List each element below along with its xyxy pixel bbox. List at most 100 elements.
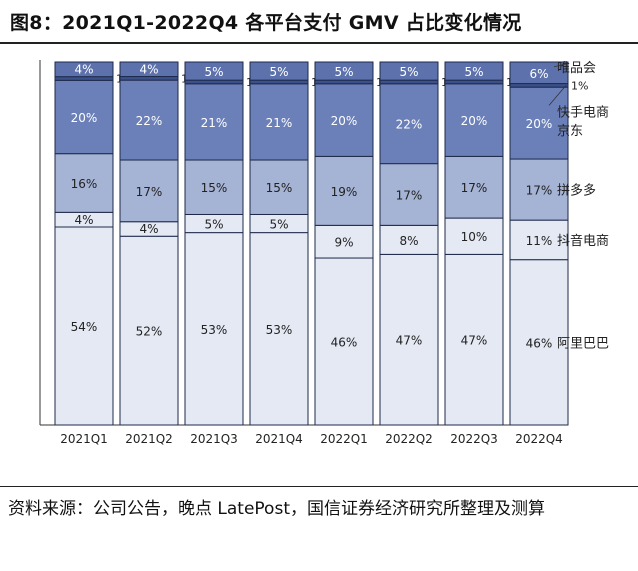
- data-label-2022Q4-阿里巴巴: 46%: [526, 336, 553, 350]
- bar-2022Q2-拼多多: [379, 163, 439, 226]
- bar-2022Q3-快手电商: [444, 79, 504, 85]
- data-label-2021Q2-抖音电商: 4%: [139, 222, 158, 236]
- data-label-2021Q3-抖音电商: 5%: [204, 218, 223, 232]
- bar-2021Q3-快手电商: [184, 79, 244, 85]
- data-label-2022Q1-京东: 20%: [331, 114, 358, 128]
- bar-2022Q1-快手电商: [314, 79, 374, 85]
- data-label-2022Q2-阿里巴巴: 47%: [396, 334, 423, 348]
- data-label-2022Q2-京东: 22%: [396, 118, 423, 132]
- source-note: 资料来源：公司公告，晚点 LatePost，国信证券经济研究所整理及测算: [8, 499, 545, 519]
- bar-2022Q1-阿里巴巴: [314, 257, 374, 426]
- bar-2021Q2-阿里巴巴: [119, 235, 179, 426]
- source-divider: [0, 486, 638, 487]
- data-label-2022Q1-抖音电商: 9%: [334, 236, 353, 250]
- data-label-2021Q2-阿里巴巴: 52%: [136, 325, 163, 339]
- data-label-2022Q1-阿里巴巴: 46%: [331, 336, 358, 350]
- data-label-2022Q4-京东: 20%: [526, 117, 553, 131]
- data-label-2022Q1-唯品会: 5%: [334, 65, 353, 79]
- bar-2022Q1-京东: [314, 83, 374, 157]
- data-label-2022Q3-京东: 20%: [461, 114, 488, 128]
- bar-2021Q3-京东: [184, 83, 244, 161]
- bar-2021Q4-阿里巴巴: [249, 232, 309, 426]
- series-label-快手电商: 快手电商: [557, 105, 609, 120]
- data-label-2022Q4-抖音电商: 11%: [526, 234, 553, 248]
- x-tick-2022Q3: 2022Q3: [450, 432, 498, 446]
- x-tick-2021Q2: 2021Q2: [125, 432, 173, 446]
- bar-2021Q4-快手电商: [249, 79, 309, 85]
- title-divider: [0, 42, 638, 44]
- data-label-2022Q3-拼多多: 17%: [461, 181, 488, 195]
- data-label-2021Q4-京东: 21%: [266, 116, 293, 130]
- bar-2022Q2-抖音电商: [379, 224, 439, 255]
- data-label-2021Q3-唯品会: 5%: [204, 65, 223, 79]
- data-label-2022Q2-拼多多: 17%: [396, 188, 423, 202]
- data-label-2022Q2-唯品会: 5%: [399, 65, 418, 79]
- bar-2021Q2-快手电商: [119, 76, 179, 81]
- bar-2022Q3-唯品会: [444, 61, 504, 81]
- data-label-2022Q4-快手电商: 1%: [571, 79, 588, 92]
- bar-2022Q3-抖音电商: [444, 217, 504, 255]
- bar-2022Q1-拼多多: [314, 155, 374, 226]
- bar-2021Q3-唯品会: [184, 61, 244, 81]
- data-label-2021Q4-阿里巴巴: 53%: [266, 323, 293, 337]
- series-label-拼多多: 拼多多: [557, 183, 596, 199]
- data-label-2021Q2-拼多多: 17%: [136, 185, 163, 199]
- data-label-2021Q4-抖音电商: 5%: [269, 218, 288, 232]
- bar-2021Q3-阿里巴巴: [184, 232, 244, 426]
- bar-2022Q2-京东: [379, 83, 439, 165]
- series-label-抖音电商: 抖音电商: [557, 233, 609, 249]
- bar-2022Q4-拼多多: [509, 158, 569, 221]
- x-tick-2021Q1: 2021Q1: [60, 432, 108, 446]
- bar-2021Q1-唯品会: [54, 61, 114, 78]
- bar-2022Q3-京东: [444, 83, 504, 157]
- data-label-2022Q3-唯品会: 5%: [464, 65, 483, 79]
- leader-line-kuaishou: [548, 85, 567, 106]
- data-label-2021Q1-京东: 20%: [71, 111, 98, 125]
- bar-2022Q2-唯品会: [379, 61, 439, 81]
- data-label-2022Q3-阿里巴巴: 47%: [461, 334, 488, 348]
- bar-2021Q4-拼多多: [249, 159, 309, 215]
- figure-title: 图8：2021Q1-2022Q4 各平台支付 GMV 占比变化情况: [10, 12, 522, 34]
- bar-2021Q1-京东: [54, 79, 114, 155]
- data-label-2021Q1-阿里巴巴: 54%: [71, 320, 98, 334]
- series-label-阿里巴巴: 阿里巴巴: [557, 336, 609, 351]
- data-label-2021Q2-京东: 22%: [136, 114, 163, 128]
- data-label-2021Q1-抖音电商: 4%: [74, 213, 93, 227]
- x-tick-2022Q4: 2022Q4: [515, 432, 563, 446]
- bar-2021Q1-拼多多: [54, 153, 114, 213]
- bar-2021Q1-阿里巴巴: [54, 226, 114, 426]
- data-label-2021Q1-唯品会: 4%: [74, 63, 93, 77]
- bar-2022Q2-阿里巴巴: [379, 253, 439, 426]
- bar-2022Q4-唯品会: [509, 61, 569, 85]
- x-tick-2021Q4: 2021Q4: [255, 432, 303, 446]
- leader-line-vip: [553, 63, 567, 68]
- data-label-2021Q2-唯品会: 4%: [139, 63, 158, 77]
- bar-2022Q2-快手电商: [379, 79, 439, 85]
- data-label-2021Q4-唯品会: 5%: [269, 65, 288, 79]
- data-label-2022Q2-抖音电商: 8%: [399, 234, 418, 248]
- bar-2021Q4-唯品会: [249, 61, 309, 81]
- bar-2022Q3-阿里巴巴: [444, 253, 504, 426]
- data-label-2022Q4-唯品会: 6%: [529, 67, 548, 81]
- bar-2021Q4-京东: [249, 83, 309, 161]
- stacked-bar-chart: 54%4%16%20%1%4%2021Q152%4%17%22%1%4%2021…: [39, 60, 609, 446]
- bar-2021Q2-拼多多: [119, 159, 179, 223]
- bar-2021Q2-唯品会: [119, 61, 179, 78]
- bar-2022Q4-快手电商: [509, 83, 569, 88]
- data-label-2021Q3-京东: 21%: [201, 116, 228, 130]
- data-label-2022Q1-拼多多: 19%: [331, 185, 358, 199]
- data-label-2022Q4-拼多多: 17%: [526, 184, 553, 198]
- data-label-2022Q3-抖音电商: 10%: [461, 230, 488, 244]
- bar-2022Q3-拼多多: [444, 155, 504, 219]
- bar-2021Q3-拼多多: [184, 159, 244, 215]
- series-label-唯品会: 唯品会: [557, 61, 596, 76]
- bar-2022Q1-唯品会: [314, 61, 374, 81]
- x-tick-2022Q2: 2022Q2: [385, 432, 433, 446]
- bar-2021Q1-快手电商: [54, 76, 114, 81]
- x-tick-2022Q1: 2022Q1: [320, 432, 368, 446]
- x-tick-2021Q3: 2021Q3: [190, 432, 238, 446]
- data-label-2021Q3-阿里巴巴: 53%: [201, 323, 228, 337]
- series-label-京东: 京东: [557, 124, 583, 139]
- data-label-2021Q1-拼多多: 16%: [71, 177, 98, 191]
- bar-2021Q2-京东: [119, 79, 179, 161]
